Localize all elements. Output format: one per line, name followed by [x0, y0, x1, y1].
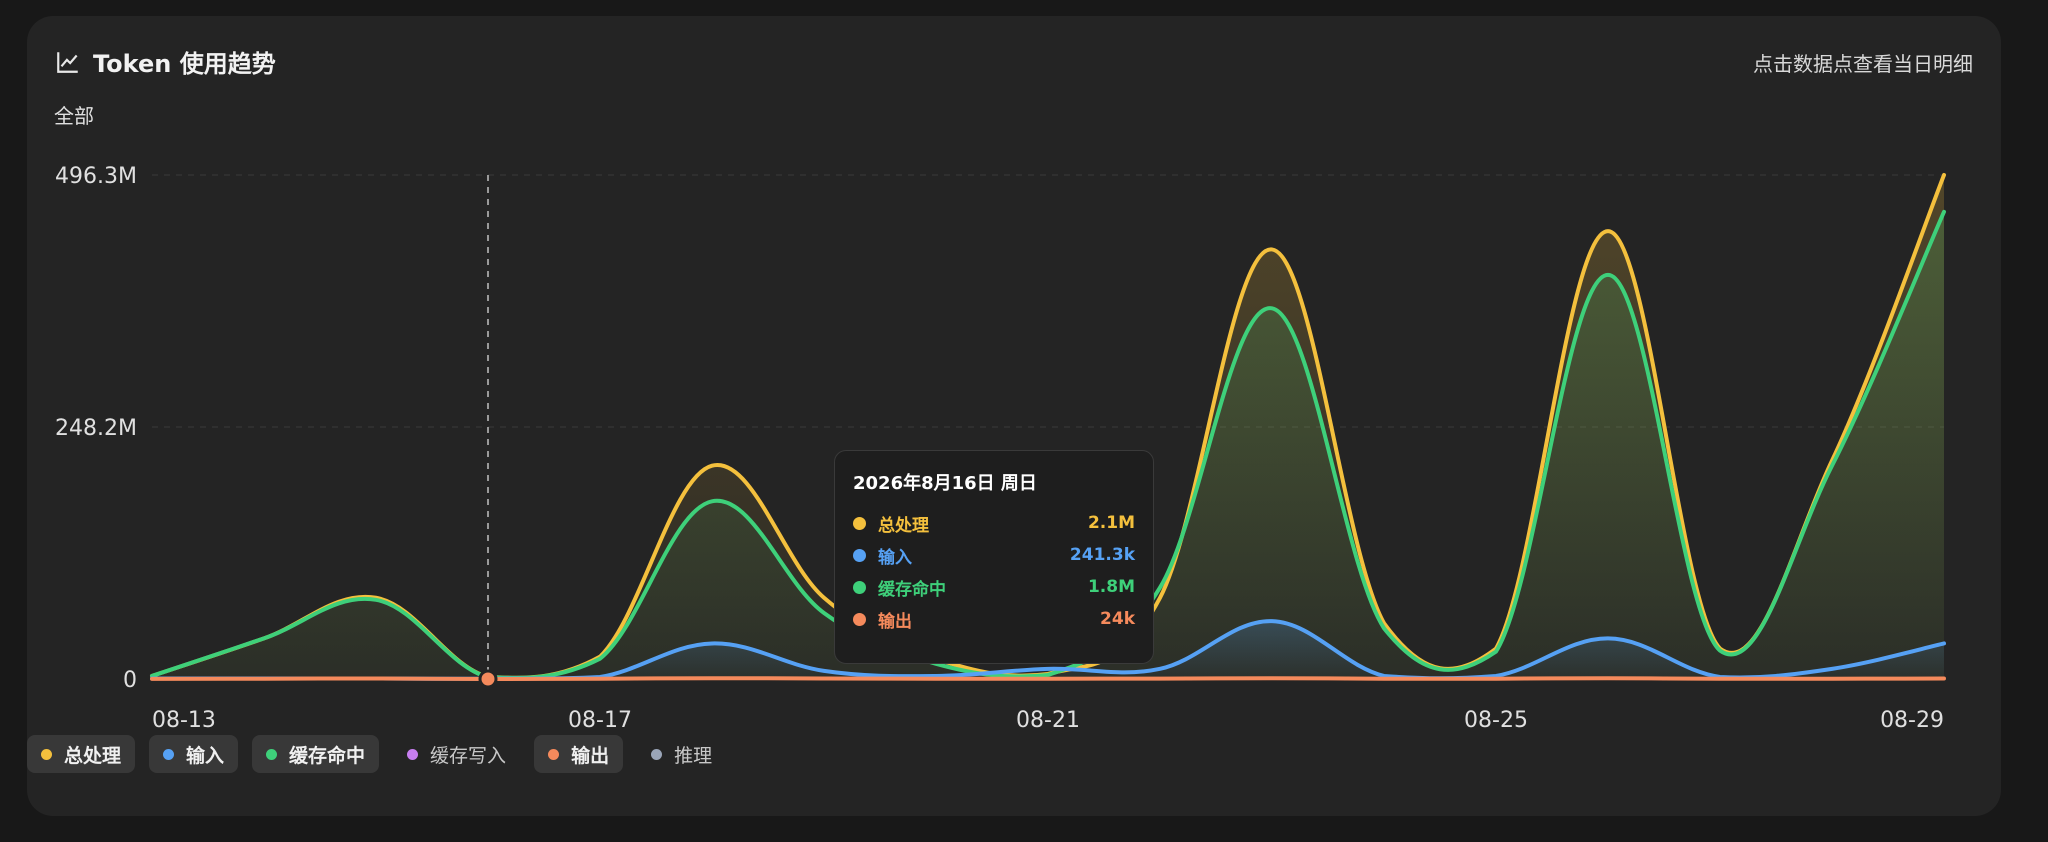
- series-areas: [152, 175, 1944, 679]
- y-tick-label: 0: [123, 668, 137, 693]
- highlight-point: [478, 669, 498, 689]
- legend-label: 缓存命中: [289, 744, 366, 767]
- legend-dot-icon: [407, 748, 419, 760]
- tooltip-row-total: 总处理 2.1M: [853, 507, 1135, 539]
- tooltip-label-cache-hit: 缓存命中: [878, 579, 946, 600]
- tooltip-date: 2026年8月16日 周日: [853, 473, 1037, 494]
- input-dot-icon: [853, 548, 866, 562]
- highlight-layer[interactable]: [478, 669, 498, 689]
- card-title: Token 使用趋势: [93, 50, 276, 78]
- x-tick-label: 08-17: [568, 708, 632, 733]
- legend-item-total[interactable]: 总处理: [27, 735, 136, 773]
- legend-dot-icon: [548, 748, 560, 760]
- tooltip-value-total: 2.1M: [1087, 513, 1135, 533]
- legend-dot-icon: [651, 748, 663, 760]
- legend-dot-icon: [41, 748, 52, 760]
- line-chart-icon: [57, 51, 78, 73]
- tooltip-label-output: 输出: [878, 611, 912, 632]
- legend-item-output[interactable]: 输出: [534, 735, 624, 773]
- token-trend-card: Token 使用趋势 点击数据点查看当日明细 全部: [27, 16, 2001, 816]
- cache-hit-dot-icon: [853, 580, 866, 594]
- legend-label: 输入: [186, 744, 225, 767]
- click-hint: 点击数据点查看当日明细: [1753, 52, 1973, 76]
- tooltip-value-cache-hit: 1.8M: [1087, 577, 1135, 597]
- legend-item-reasoning[interactable]: 推理: [637, 735, 726, 773]
- legend-label: 推理: [674, 744, 713, 767]
- tooltip-row-output: 输出 24k: [853, 603, 1135, 635]
- series-lines: [150, 173, 1946, 681]
- day-detail-tooltip: 2026年8月16日 周日 总处理 2.1M 输入 241.3k 缓存命中 1.…: [834, 450, 1154, 664]
- legend-item-cache-hit[interactable]: 缓存命中: [252, 735, 380, 773]
- legend-label: 缓存写入: [430, 744, 507, 767]
- legend-dot-icon: [266, 748, 278, 760]
- series-filter-label[interactable]: 全部: [54, 104, 94, 128]
- x-tick-label: 08-13: [152, 708, 216, 733]
- y-tick-label: 496.3M: [55, 164, 137, 189]
- card-header: Token 使用趋势 点击数据点查看当日明细: [55, 44, 1973, 84]
- series-line: [150, 676, 1946, 681]
- tooltip-label-input: 输入: [878, 547, 912, 568]
- legend-label: 总处理: [64, 744, 122, 767]
- series-area: [152, 621, 1944, 679]
- tooltip-value-input: 241.3k: [1069, 545, 1135, 565]
- tooltip-row-input: 输入 241.3k: [853, 539, 1135, 571]
- tooltip-label-total: 总处理: [878, 515, 929, 536]
- output-dot-icon: [853, 612, 866, 626]
- total-dot-icon: [853, 516, 866, 530]
- legend-label: 输出: [571, 744, 610, 767]
- y-tick-label: 248.2M: [55, 416, 137, 441]
- title-wrap: Token 使用趋势: [55, 44, 276, 79]
- chart-legend: 总处理 输入 缓存命中 缓存写入 输出 推理: [27, 735, 726, 773]
- x-tick-label: 08-21: [1016, 708, 1080, 733]
- series-area: [152, 211, 1944, 679]
- legend-dot-icon: [163, 748, 175, 760]
- tooltip-row-cache-hit: 缓存命中 1.8M: [853, 571, 1135, 603]
- tooltip-value-output: 24k: [1100, 609, 1135, 629]
- x-tick-label: 08-29: [1880, 708, 1944, 733]
- legend-item-cache-write[interactable]: 缓存写入: [393, 735, 520, 773]
- legend-item-input[interactable]: 输入: [149, 735, 239, 773]
- x-tick-label: 08-25: [1464, 708, 1528, 733]
- axis-labels: 0 248.2M 496.3M 08-13 08-17 08-21 08-25 08-29: [55, 164, 1944, 733]
